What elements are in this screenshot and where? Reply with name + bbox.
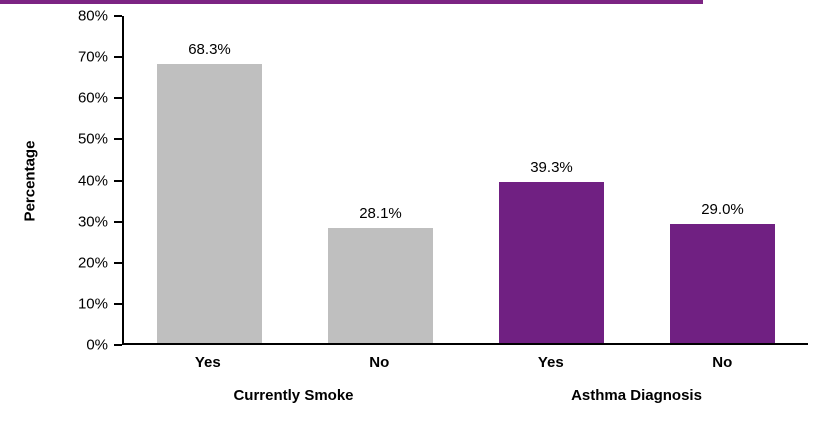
x-tick-labels: Yes No Yes No bbox=[122, 354, 808, 371]
bar-column: 68.3% bbox=[124, 16, 295, 343]
bar-column: 39.3% bbox=[466, 16, 637, 343]
group-label: Currently Smoke bbox=[233, 387, 354, 404]
y-tick-label: 40% bbox=[77, 172, 108, 189]
y-tick-mark bbox=[114, 56, 122, 59]
group-labels: Currently Smoke Asthma Diagnosis bbox=[122, 387, 808, 404]
bar bbox=[670, 224, 775, 343]
y-tick-mark bbox=[114, 15, 122, 17]
y-tick-label: 80% bbox=[77, 7, 108, 25]
bar-column: 29.0% bbox=[637, 16, 808, 343]
y-tick-label: 20% bbox=[77, 254, 108, 272]
y-tick-mark bbox=[114, 179, 122, 182]
y-tick-mark bbox=[114, 220, 122, 223]
y-tick-mark bbox=[114, 261, 122, 264]
bar-value-label: 68.3% bbox=[188, 40, 231, 58]
group-label: Asthma Diagnosis bbox=[571, 387, 702, 404]
y-tick-label: 10% bbox=[77, 295, 108, 313]
bar-value-label: 29.0% bbox=[701, 201, 744, 219]
bar bbox=[499, 182, 604, 343]
bar-value-label: 28.1% bbox=[359, 205, 402, 223]
y-tick-label: 30% bbox=[77, 213, 108, 231]
x-tick-label: No bbox=[369, 354, 390, 371]
y-tick-mark bbox=[114, 344, 122, 346]
bar-value-label: 39.3% bbox=[530, 159, 573, 177]
bar bbox=[328, 228, 433, 343]
x-tick-label: Yes bbox=[537, 354, 564, 371]
y-tick-mark bbox=[114, 97, 122, 100]
plot-area: 68.3% 28.1% 39.3% 29.0% bbox=[122, 16, 808, 345]
y-tick-label: 60% bbox=[77, 89, 108, 107]
y-axis: 0% 10% 20% 30% 40% 50% 60% 70% 80% bbox=[0, 0, 122, 437]
y-tick-label: 70% bbox=[77, 48, 108, 66]
x-tick-label: No bbox=[712, 354, 733, 371]
bar-column: 28.1% bbox=[295, 16, 466, 343]
top-accent-line bbox=[0, 0, 703, 4]
x-tick-label: Yes bbox=[194, 354, 221, 371]
y-tick-mark bbox=[114, 302, 122, 305]
bar bbox=[157, 63, 262, 343]
y-tick-label: 0% bbox=[86, 336, 108, 354]
y-tick-label: 50% bbox=[77, 130, 108, 148]
y-tick-mark bbox=[114, 138, 122, 141]
